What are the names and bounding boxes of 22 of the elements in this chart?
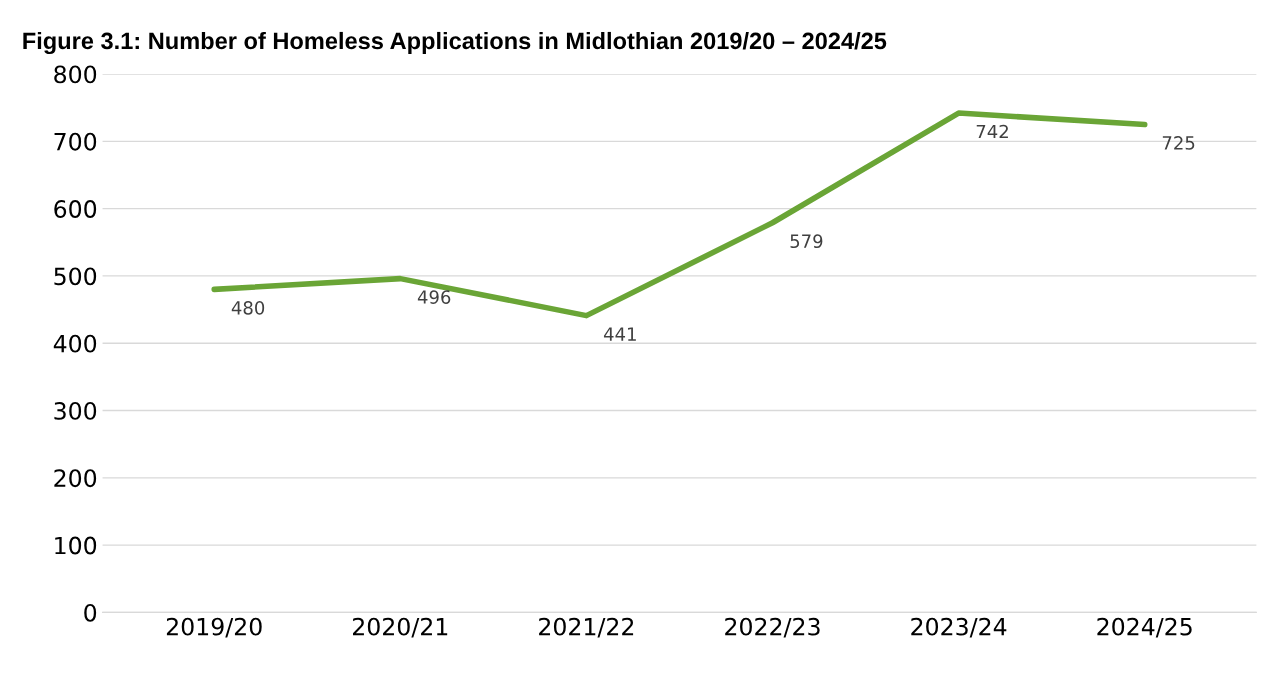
x-tick-label: 2023/24 [911, 617, 1007, 638]
y-tick-label: 400 [53, 334, 97, 353]
data-label: 496 [417, 290, 451, 304]
y-tick-label: 500 [54, 267, 97, 286]
y-tick-label: 700 [54, 132, 97, 151]
y-tick-label: 300 [54, 401, 97, 420]
data-label: 725 [1162, 136, 1195, 150]
y-tick-label: 200 [54, 469, 97, 488]
chart-title: Figure 3.1: Number of Homeless Applications in Midlothian 2019/20 – 2024/25 [23, 31, 887, 55]
y-tick-label: 100 [55, 536, 97, 555]
y-tick-label: 800 [54, 65, 97, 84]
data-label: 579 [790, 234, 823, 249]
x-tick-label: 2024/25 [1097, 617, 1192, 638]
y-tick-label: 600 [54, 200, 97, 218]
x-tick-label: 2019/20 [166, 617, 262, 638]
data-label: 441 [603, 327, 636, 341]
x-tick-label: 2021/22 [539, 617, 634, 638]
y-tick-label: 0 [84, 603, 97, 622]
x-tick-label: 2020/21 [353, 617, 448, 638]
x-tick-label: 2022/23 [725, 617, 820, 638]
data-label: 480 [231, 300, 265, 315]
data-label: 742 [976, 124, 1008, 139]
